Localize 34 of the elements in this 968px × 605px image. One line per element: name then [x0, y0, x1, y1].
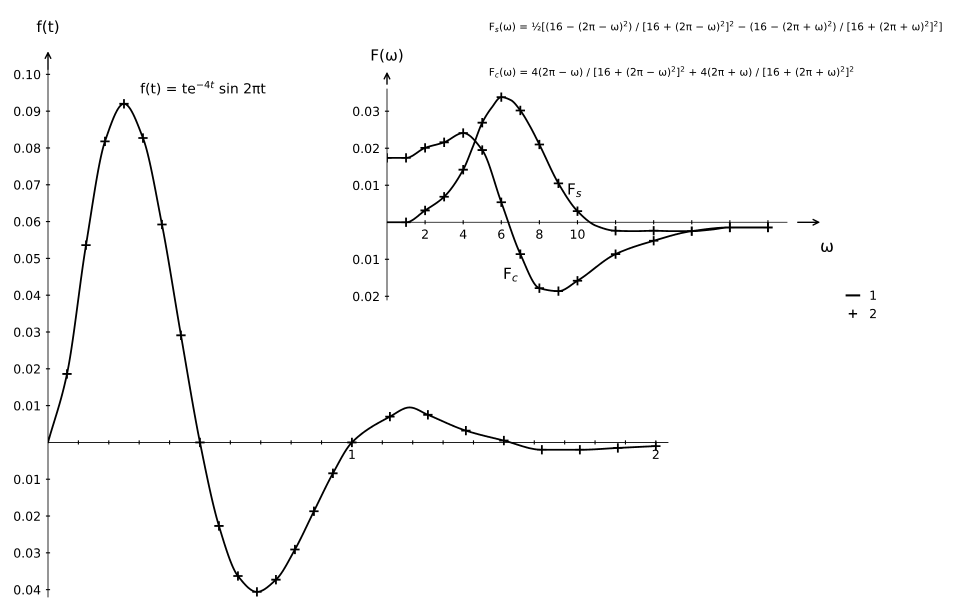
text: F$_{c}$(ω) = 4(2π − ω) / [16 + (2π − ω)$^{2}$]$^{2}$ + 4(2π + ω) / [16 + (2π + ω)$^{2}$]$^{2}$: [490, 66, 854, 78]
y-tick-label: 0.01: [353, 180, 379, 190]
legend-label: 1: [870, 290, 876, 300]
y-tick-label: 0.03: [14, 548, 40, 558]
y-tick-label: 0.02: [353, 144, 379, 154]
x-axis-title: ω: [821, 242, 833, 252]
x-tick-label: 2: [422, 229, 428, 239]
text: f(t) = te$^{−4t}$ sin 2πt: [140, 81, 266, 96]
y-tick-label: 0.10: [14, 70, 40, 80]
y-tick-label: 0.02: [14, 512, 40, 521]
y-tick-label: 0.05: [14, 254, 40, 264]
x-tick-label: 6: [498, 229, 504, 239]
y-tick-label: 0.06: [14, 217, 40, 227]
x-tick-label: 10: [570, 229, 585, 239]
x-tick-label: 8: [536, 229, 542, 239]
y-tick-label: 0.01: [353, 254, 379, 264]
annotation: F$_{c}$: [504, 268, 518, 282]
y-tick-label: 0.09: [14, 106, 40, 116]
y-tick-label: 0.04: [14, 290, 40, 300]
y-tick-label: 0.02: [353, 292, 379, 302]
text: F$_{s}$(ω) = ½[(16 − (2π − ω)$^{2}$) / [16 + (2π − ω)$^{2}$]$^{2}$ − (16 − (2π + ω)$^{2}$) / [16 + (2π + ω)$^{2}$]$^{2}$]: [490, 20, 942, 32]
y-tick-label: 0.02: [14, 364, 40, 374]
y-tick-label: 0.01: [14, 474, 40, 484]
y-tick-label: 0.07: [14, 180, 40, 190]
y-tick-label: 0.03: [14, 327, 40, 337]
y-tick-label: 0.04: [14, 585, 40, 595]
y-tick-label: 0.08: [14, 143, 40, 153]
annotation: F$_{s}$: [568, 183, 582, 198]
y-tick-label: 0.03: [353, 106, 380, 116]
y-axis-title: f(t): [36, 20, 58, 34]
y-axis-title: F(ω): [372, 48, 402, 63]
y-tick-label: 0.01: [14, 401, 40, 411]
legend-label: 2: [870, 308, 876, 318]
x-tick-label: 4: [460, 230, 466, 239]
